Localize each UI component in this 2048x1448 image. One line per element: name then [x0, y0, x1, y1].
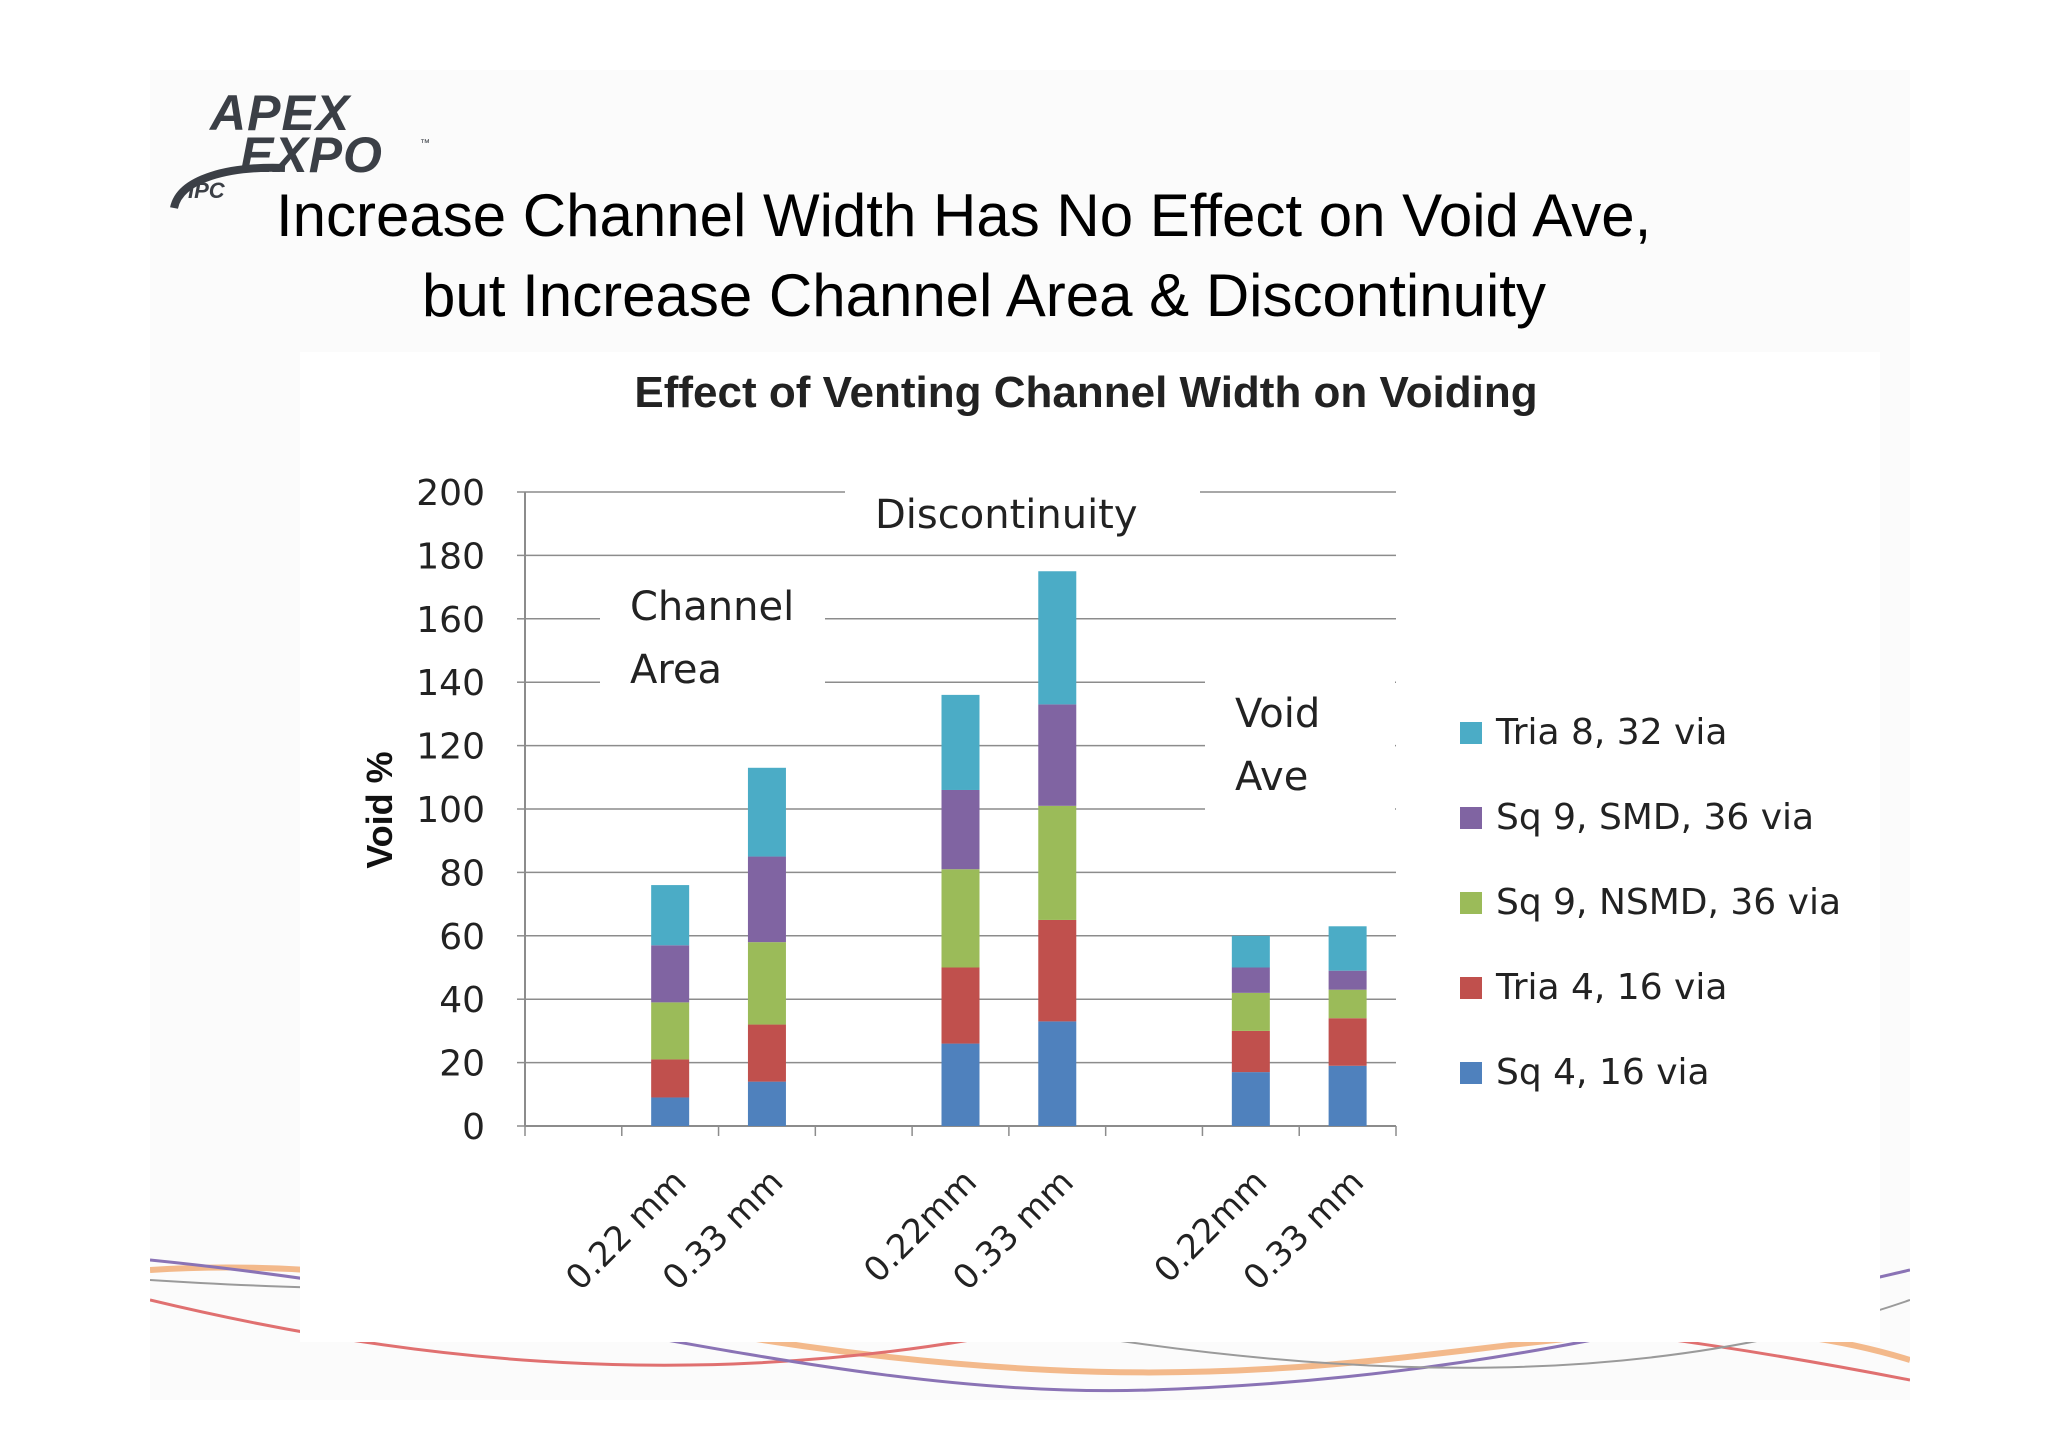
- y-tick-label: 100: [416, 790, 485, 831]
- bar-segment: [1231, 992, 1270, 1031]
- chart-legend: Tria 8, 32 via Sq 9, SMD, 36 via Sq 9, NSM…: [1460, 690, 1920, 1115]
- bar-segment: [1231, 1072, 1270, 1126]
- y-tick-label: 140: [416, 663, 485, 704]
- legend-swatch: [1460, 721, 1482, 744]
- bar-segment: [1328, 970, 1367, 990]
- bar-segment: [1038, 571, 1077, 705]
- legend-label: Tria 8, 32 via: [1496, 712, 1728, 753]
- group-label-background: [1205, 680, 1395, 820]
- legend-item: Tria 8, 32 via: [1460, 690, 1920, 775]
- legend-item: Sq 9, SMD, 36 via: [1460, 775, 1920, 860]
- y-tick-label: 20: [439, 1044, 485, 1085]
- y-tick-label: 80: [439, 853, 485, 894]
- group-label-line-2: Ave: [1235, 754, 1308, 800]
- bar-segment: [1328, 989, 1367, 1019]
- bar-segment: [941, 967, 980, 1044]
- y-tick-label: 200: [416, 473, 485, 514]
- legend-label: Tria 4, 16 via: [1496, 967, 1728, 1008]
- y-tick-label: 120: [416, 727, 485, 768]
- chart-title: Effect of Venting Channel Width on Voidi…: [634, 368, 1538, 417]
- group-label-line-1: Discontinuity: [875, 492, 1138, 538]
- legend-label: Sq 4, 16 via: [1496, 1052, 1710, 1093]
- legend-label: Sq 9, SMD, 36 via: [1496, 797, 1815, 838]
- logo-word-ipc: IPC: [188, 178, 225, 203]
- bar-segment: [651, 1097, 690, 1126]
- bar-segment: [747, 1081, 786, 1126]
- y-tick-label: 0: [462, 1107, 485, 1148]
- group-label-line-1: Channel: [630, 584, 794, 630]
- bar-segment: [747, 1024, 786, 1082]
- group-label-background: [845, 478, 1200, 548]
- y-axis-label: Void %: [359, 751, 400, 868]
- y-tick-label: 180: [416, 536, 485, 577]
- legend-item: Tria 4, 16 via: [1460, 945, 1920, 1030]
- legend-swatch: [1460, 1061, 1482, 1084]
- bar-segment: [1231, 967, 1270, 993]
- bar-segment: [651, 885, 690, 946]
- headline-line-1: Increase Channel Width Has No Effect on …: [276, 182, 1652, 249]
- bar-segment: [1231, 1030, 1270, 1073]
- y-tick-label: 160: [416, 600, 485, 641]
- bar-segment: [1328, 1065, 1367, 1126]
- bar-segment: [747, 942, 786, 1025]
- legend-item: Sq 4, 16 via: [1460, 1030, 1920, 1115]
- bar-segment: [941, 869, 980, 968]
- logo-word-expo: EXPO: [240, 127, 383, 183]
- bar-segment: [941, 1043, 980, 1126]
- bar-segment: [1038, 704, 1077, 806]
- bar-segment: [747, 767, 786, 857]
- group-label-line-2: Area: [630, 647, 722, 693]
- bar-segment: [1231, 935, 1270, 968]
- bar-segment: [747, 856, 786, 943]
- bar-segment: [651, 1059, 690, 1098]
- group-label-background: [600, 600, 825, 710]
- apex-expo-logo: APEX EXPO ™ IPC: [170, 80, 450, 230]
- bar-segment: [1328, 926, 1367, 971]
- logo-word-apex: APEX: [210, 85, 351, 141]
- logo-swoosh-icon: [170, 163, 286, 210]
- slide-headline: Increase Channel Width Has No Effect on …: [240, 176, 1940, 336]
- legend-swatch: [1460, 891, 1482, 914]
- headline-line-2: but Increase Channel Area & Discontinuit…: [422, 262, 1546, 329]
- bar-segment: [1328, 1018, 1367, 1066]
- bar-segment: [1038, 1021, 1077, 1126]
- bar-segment: [651, 945, 690, 1003]
- bar-segment: [1038, 919, 1077, 1022]
- group-label-line-1: Void: [1235, 691, 1320, 737]
- bar-segment: [941, 789, 980, 870]
- logo-trademark: ™: [420, 138, 430, 149]
- legend-label: Sq 9, NSMD, 36 via: [1496, 882, 1842, 923]
- y-tick-label: 60: [439, 917, 485, 958]
- bar-segment: [1038, 805, 1077, 920]
- legend-swatch: [1460, 806, 1482, 829]
- bar-segment: [941, 694, 980, 790]
- bar-segment: [651, 1002, 690, 1060]
- y-tick-label: 40: [439, 980, 485, 1021]
- legend-swatch: [1460, 976, 1482, 999]
- legend-item: Sq 9, NSMD, 36 via: [1460, 860, 1920, 945]
